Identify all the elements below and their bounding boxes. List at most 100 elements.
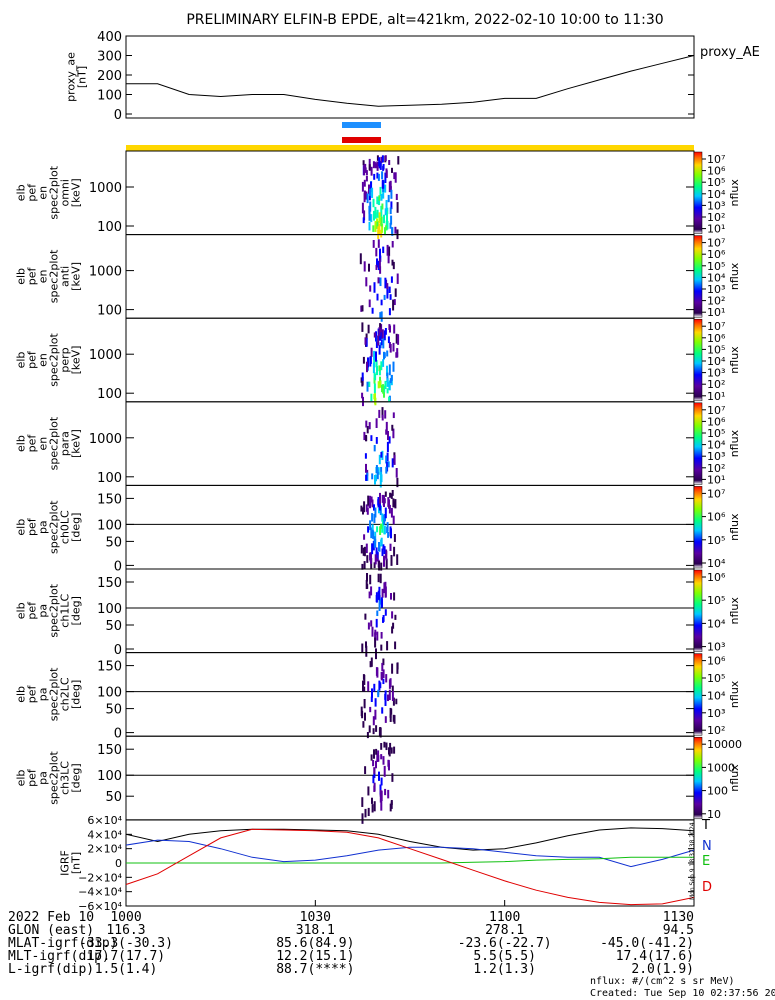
spectrogram-pixel <box>379 790 382 797</box>
proxy-ae-frame <box>125 35 695 119</box>
spectrogram-pixel <box>382 188 385 199</box>
spectrogram-pixel <box>377 381 380 389</box>
spectrogram-pixel <box>386 212 388 223</box>
spectrogram-pixel <box>392 261 395 270</box>
spectrogram-pixel <box>384 609 387 616</box>
colorbar-label-group: nflux <box>728 179 741 207</box>
spectrogram-pixel <box>381 224 384 233</box>
colorbar-tick-label: 10² <box>707 378 725 391</box>
spectrogram-pixel <box>374 373 377 381</box>
spectrogram-pixel <box>384 380 387 390</box>
spectrogram-pixel <box>373 282 376 293</box>
spectrogram-pixel <box>361 797 364 807</box>
spectrogram-pixel <box>389 294 392 300</box>
spectrogram-pixel <box>385 455 388 464</box>
ylabel-line: omni <box>59 179 72 206</box>
colorbar-tick-label: 10⁶ <box>707 165 726 178</box>
ephemeris-value: 12.2(15.1) <box>276 949 354 964</box>
spectrogram-pixel <box>384 184 387 193</box>
proxy-ae-tick-label: 300 <box>97 50 122 65</box>
spectrogram-pixel <box>379 186 382 196</box>
spectrogram-pixel <box>382 359 385 367</box>
ylabel-line: spec2plot <box>48 249 61 303</box>
spectrogram-pixel <box>367 622 370 630</box>
spectrogram-pixel <box>385 429 388 435</box>
spectrogram-pixel <box>373 536 376 544</box>
spectrogram-frame <box>125 484 695 570</box>
ephemeris-value: -23.6(-22.7) <box>458 936 552 951</box>
spectrogram-pixel <box>376 631 379 641</box>
colorbar-tick-label: 10⁶ <box>707 332 726 345</box>
colorbar-tick-label: 10⁴ <box>707 188 726 201</box>
colorbar-label: nflux <box>728 262 741 290</box>
spectrogram-pixel <box>380 361 383 371</box>
spectrogram-tick-label: 0 <box>114 727 122 742</box>
spectrogram-pixel <box>384 172 387 184</box>
spectrogram-pixel <box>378 223 381 235</box>
spectrogram-pixel <box>377 277 380 284</box>
spectrogram-pixel <box>377 689 380 695</box>
spectrogram-pixel <box>365 175 368 182</box>
spectrogram-pixel <box>394 499 397 509</box>
spectrogram-pixel <box>361 322 364 332</box>
colorbar-tick-label: 10⁷ <box>707 237 725 250</box>
spectrogram-pixel <box>384 410 387 419</box>
spectrogram-pixel <box>378 157 381 167</box>
spectrogram-pixel <box>359 253 362 265</box>
ephemeris-value: 5.5(5.5) <box>473 949 536 964</box>
colorbar <box>693 736 703 820</box>
spectrogram-pixel <box>361 372 364 381</box>
spectrogram-pixel <box>380 537 383 547</box>
spectrogram-pixel <box>390 215 393 225</box>
spectrogram-pixel <box>375 437 378 444</box>
spectrogram-pixel <box>380 205 383 217</box>
spectrogram-tick-label: 150 <box>97 576 122 591</box>
colorbar-label: nflux <box>728 346 741 374</box>
spectrogram-pixel <box>363 431 366 441</box>
colorbar-tick-label: 10³ <box>707 450 725 463</box>
spectrogram-pixel <box>362 160 365 166</box>
spectrogram-pixel <box>385 421 388 432</box>
spectrogram-pixel <box>364 453 367 459</box>
spectrogram-frame <box>125 317 695 403</box>
spectrogram-pixel <box>373 749 375 759</box>
spectrogram-pixel <box>376 209 379 218</box>
spectrogram-pixel <box>379 573 382 584</box>
igrf-tick-label: −4×10⁴ <box>78 886 122 899</box>
spectrogram-pixel <box>366 426 369 434</box>
spectrogram-pixel <box>388 308 391 316</box>
spectrogram-pixel <box>369 520 372 531</box>
spectrogram-pixel <box>378 258 381 269</box>
spectrogram-pixel <box>372 362 375 374</box>
spectrogram-pixel <box>393 534 396 542</box>
spectrogram-pixel <box>371 187 374 198</box>
spectrogram-pixel <box>363 546 366 557</box>
spectrogram-pixel <box>386 461 389 472</box>
spectrogram-pixel <box>383 351 385 360</box>
spectrogram-pixel <box>361 202 364 214</box>
ylabel-line: pa <box>37 520 50 534</box>
spectrogram-pixel <box>389 207 392 215</box>
spectrogram-pixel <box>363 699 366 709</box>
spectrogram-pixel <box>381 171 384 180</box>
spectrogram-pixel <box>394 226 397 234</box>
spectrogram-pixel <box>368 164 371 171</box>
colorbar-tick-label: 10² <box>707 211 725 224</box>
ephemeris-value: 116.3 <box>106 923 145 938</box>
ylabel-line: [deg] <box>70 596 83 625</box>
proxy-ae-ylabel: proxy_ae[nT] <box>65 52 89 102</box>
spectrogram-pixel <box>383 741 386 748</box>
colorbar-tick-label: 10⁵ <box>707 534 725 547</box>
igrf-tick-label: 0 <box>115 857 122 870</box>
spectrogram-pixel <box>380 299 383 306</box>
spectrogram-pixel <box>389 222 392 229</box>
spectrogram-pixel <box>373 683 376 692</box>
spectrogram-tick-label: 1000 <box>89 265 122 280</box>
spectrogram-pixel <box>383 496 385 508</box>
spectrogram-pixel <box>368 209 371 220</box>
spectrogram-pixel <box>368 381 371 387</box>
ylabel-line: en <box>37 270 50 284</box>
